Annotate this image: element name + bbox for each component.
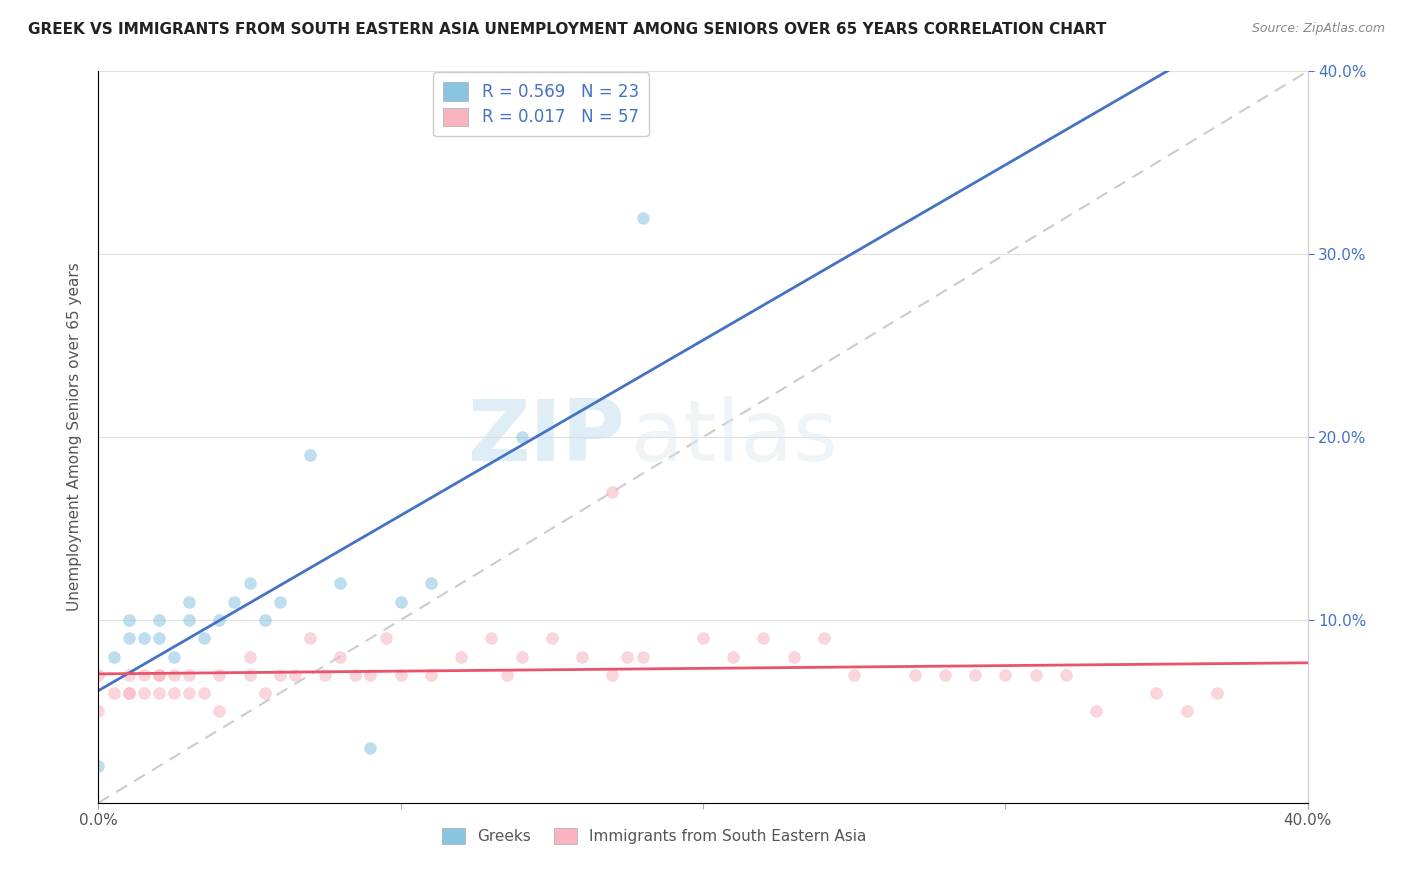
- Point: [87, 759, 110, 773]
- Point: [148, 613, 170, 627]
- Point: [179, 667, 201, 681]
- Legend: Greeks, Immigrants from South Eastern Asia: Greeks, Immigrants from South Eastern As…: [436, 822, 873, 850]
- Point: [1175, 705, 1198, 719]
- Text: ZIP: ZIP: [467, 395, 624, 479]
- Point: [723, 649, 745, 664]
- Point: [314, 667, 336, 681]
- Point: [965, 667, 987, 681]
- Point: [118, 667, 141, 681]
- Point: [481, 632, 503, 646]
- Point: [132, 686, 155, 700]
- Point: [904, 667, 927, 681]
- Point: [420, 667, 443, 681]
- Point: [1144, 686, 1167, 700]
- Point: [374, 632, 396, 646]
- Point: [148, 686, 170, 700]
- Point: [783, 649, 806, 664]
- Point: [329, 576, 352, 591]
- Point: [752, 632, 775, 646]
- Point: [87, 667, 110, 681]
- Point: [224, 594, 246, 608]
- Point: [239, 576, 262, 591]
- Point: [87, 705, 110, 719]
- Text: GREEK VS IMMIGRANTS FROM SOUTH EASTERN ASIA UNEMPLOYMENT AMONG SENIORS OVER 65 Y: GREEK VS IMMIGRANTS FROM SOUTH EASTERN A…: [28, 22, 1107, 37]
- Point: [253, 613, 276, 627]
- Point: [510, 430, 533, 444]
- Point: [148, 632, 170, 646]
- Point: [118, 632, 141, 646]
- Point: [1206, 686, 1229, 700]
- Point: [208, 667, 231, 681]
- Point: [329, 649, 352, 664]
- Point: [631, 649, 654, 664]
- Point: [1024, 667, 1046, 681]
- Point: [193, 632, 215, 646]
- Point: [299, 632, 322, 646]
- Point: [495, 667, 517, 681]
- Point: [844, 667, 866, 681]
- Point: [389, 594, 412, 608]
- Point: [360, 740, 382, 755]
- Point: [269, 667, 291, 681]
- Point: [284, 667, 307, 681]
- Y-axis label: Unemployment Among Seniors over 65 years: Unemployment Among Seniors over 65 years: [67, 263, 83, 611]
- Point: [360, 667, 382, 681]
- Point: [208, 705, 231, 719]
- Point: [450, 649, 472, 664]
- Point: [118, 613, 141, 627]
- Text: atlas: atlas: [630, 395, 838, 479]
- Point: [132, 632, 155, 646]
- Point: [299, 448, 322, 462]
- Point: [510, 649, 533, 664]
- Point: [103, 649, 125, 664]
- Point: [193, 686, 215, 700]
- Point: [1085, 705, 1108, 719]
- Point: [239, 667, 262, 681]
- Text: Source: ZipAtlas.com: Source: ZipAtlas.com: [1251, 22, 1385, 36]
- Point: [179, 686, 201, 700]
- Point: [344, 667, 367, 681]
- Point: [631, 211, 654, 225]
- Point: [253, 686, 276, 700]
- Point: [1054, 667, 1077, 681]
- Point: [994, 667, 1017, 681]
- Point: [239, 649, 262, 664]
- Point: [571, 649, 593, 664]
- Point: [118, 686, 141, 700]
- Point: [208, 613, 231, 627]
- Point: [179, 613, 201, 627]
- Point: [118, 686, 141, 700]
- Point: [692, 632, 714, 646]
- Point: [148, 667, 170, 681]
- Point: [540, 632, 562, 646]
- Point: [616, 649, 638, 664]
- Point: [389, 667, 412, 681]
- Point: [132, 667, 155, 681]
- Point: [103, 686, 125, 700]
- Point: [179, 594, 201, 608]
- Point: [163, 667, 186, 681]
- Point: [934, 667, 956, 681]
- Point: [813, 632, 835, 646]
- Point: [148, 667, 170, 681]
- Point: [269, 594, 291, 608]
- Point: [163, 686, 186, 700]
- Point: [163, 649, 186, 664]
- Point: [420, 576, 443, 591]
- Point: [602, 667, 624, 681]
- Point: [602, 485, 624, 500]
